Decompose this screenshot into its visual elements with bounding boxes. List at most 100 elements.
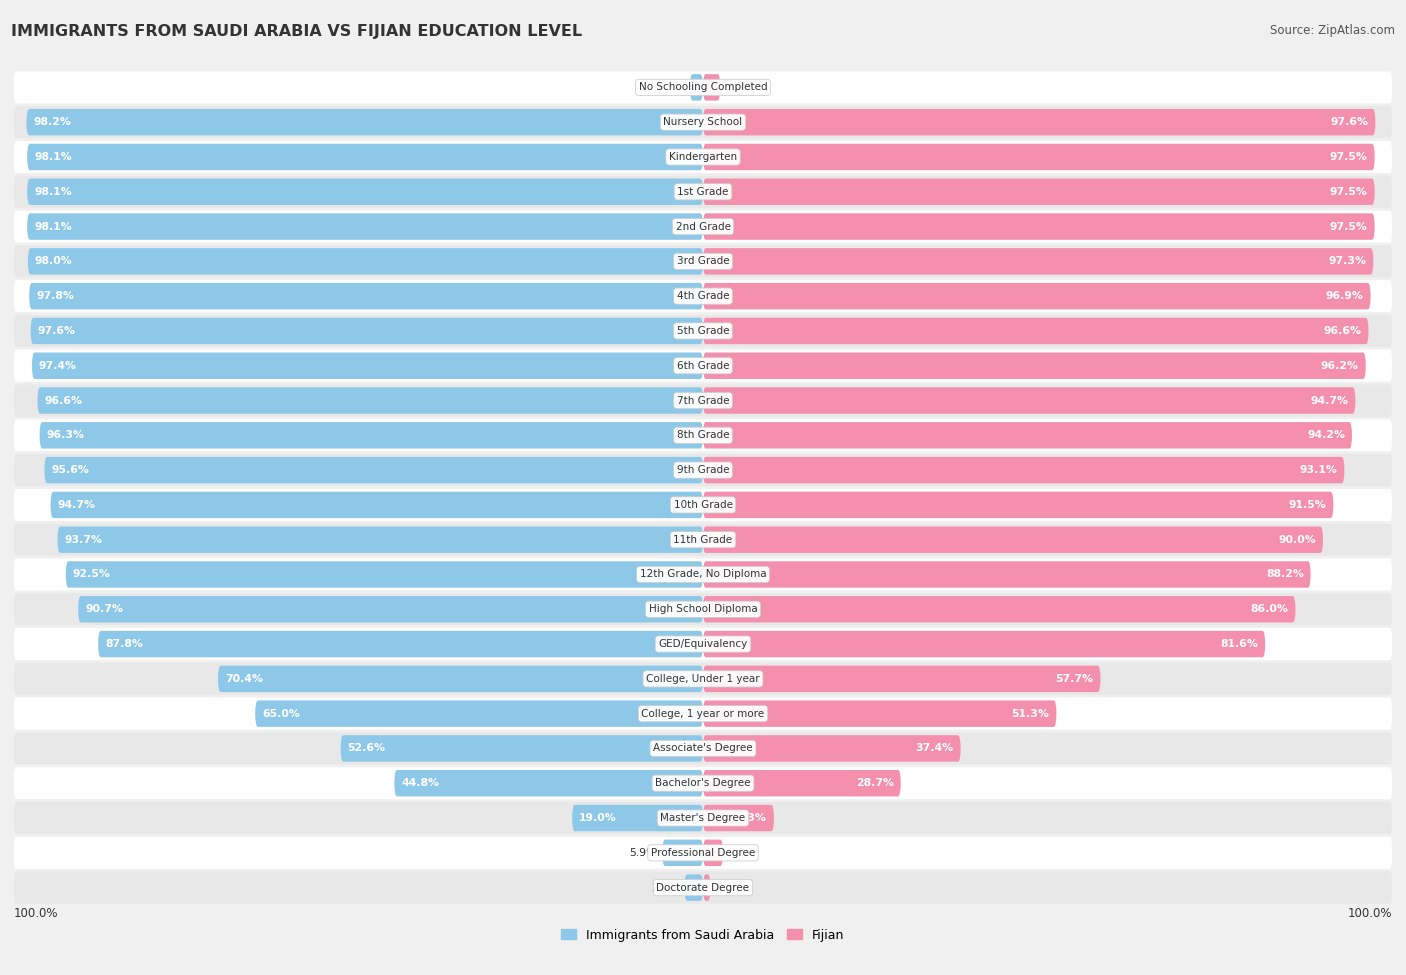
Text: 94.2%: 94.2% — [1308, 430, 1346, 441]
FancyBboxPatch shape — [14, 141, 1392, 173]
FancyBboxPatch shape — [14, 593, 1392, 625]
Text: 93.1%: 93.1% — [1299, 465, 1337, 475]
Text: 44.8%: 44.8% — [401, 778, 439, 788]
FancyBboxPatch shape — [98, 631, 703, 657]
FancyBboxPatch shape — [45, 457, 703, 484]
Text: 94.7%: 94.7% — [1310, 396, 1348, 406]
FancyBboxPatch shape — [14, 663, 1392, 695]
FancyBboxPatch shape — [218, 666, 703, 692]
Text: 97.3%: 97.3% — [1329, 256, 1367, 266]
Text: 92.5%: 92.5% — [73, 569, 111, 579]
FancyBboxPatch shape — [14, 246, 1392, 277]
Text: Source: ZipAtlas.com: Source: ZipAtlas.com — [1270, 24, 1395, 37]
Text: No Schooling Completed: No Schooling Completed — [638, 82, 768, 93]
FancyBboxPatch shape — [703, 353, 1365, 379]
Text: 96.6%: 96.6% — [1323, 326, 1361, 336]
FancyBboxPatch shape — [14, 488, 1392, 521]
Legend: Immigrants from Saudi Arabia, Fijian: Immigrants from Saudi Arabia, Fijian — [557, 923, 849, 947]
FancyBboxPatch shape — [27, 178, 703, 205]
Text: 1.1%: 1.1% — [716, 882, 744, 893]
Text: Doctorate Degree: Doctorate Degree — [657, 882, 749, 893]
Text: 96.3%: 96.3% — [46, 430, 84, 441]
Text: 65.0%: 65.0% — [262, 709, 299, 719]
FancyBboxPatch shape — [703, 422, 1353, 449]
Text: 2.9%: 2.9% — [728, 848, 756, 858]
Text: 4th Grade: 4th Grade — [676, 292, 730, 301]
Text: 3rd Grade: 3rd Grade — [676, 256, 730, 266]
Text: Nursery School: Nursery School — [664, 117, 742, 127]
FancyBboxPatch shape — [66, 562, 703, 588]
Text: 94.7%: 94.7% — [58, 500, 96, 510]
Text: 37.4%: 37.4% — [915, 744, 953, 754]
FancyBboxPatch shape — [703, 526, 1323, 553]
Text: Master's Degree: Master's Degree — [661, 813, 745, 823]
FancyBboxPatch shape — [662, 839, 703, 866]
FancyBboxPatch shape — [14, 176, 1392, 208]
FancyBboxPatch shape — [14, 732, 1392, 764]
Text: 98.1%: 98.1% — [34, 221, 72, 231]
FancyBboxPatch shape — [703, 143, 1375, 171]
FancyBboxPatch shape — [14, 454, 1392, 487]
Text: College, 1 year or more: College, 1 year or more — [641, 709, 765, 719]
FancyBboxPatch shape — [14, 559, 1392, 591]
FancyBboxPatch shape — [14, 106, 1392, 138]
FancyBboxPatch shape — [572, 804, 703, 832]
FancyBboxPatch shape — [703, 109, 1375, 136]
FancyBboxPatch shape — [14, 767, 1392, 800]
Text: 98.1%: 98.1% — [34, 152, 72, 162]
Text: 2.7%: 2.7% — [651, 882, 679, 893]
FancyBboxPatch shape — [30, 283, 703, 309]
FancyBboxPatch shape — [703, 74, 720, 100]
Text: 51.3%: 51.3% — [1012, 709, 1049, 719]
Text: 100.0%: 100.0% — [14, 907, 59, 919]
Text: 57.7%: 57.7% — [1056, 674, 1094, 683]
FancyBboxPatch shape — [703, 457, 1344, 484]
Text: 98.2%: 98.2% — [34, 117, 72, 127]
Text: 97.8%: 97.8% — [37, 292, 75, 301]
Text: 97.6%: 97.6% — [38, 326, 76, 336]
Text: High School Diploma: High School Diploma — [648, 604, 758, 614]
Text: 96.2%: 96.2% — [1320, 361, 1358, 370]
Text: 97.4%: 97.4% — [39, 361, 77, 370]
Text: 2nd Grade: 2nd Grade — [675, 221, 731, 231]
FancyBboxPatch shape — [14, 71, 1392, 103]
Text: GED/Equivalency: GED/Equivalency — [658, 639, 748, 649]
Text: 97.6%: 97.6% — [1330, 117, 1368, 127]
FancyBboxPatch shape — [394, 770, 703, 797]
Text: 12th Grade, No Diploma: 12th Grade, No Diploma — [640, 569, 766, 579]
Text: 6th Grade: 6th Grade — [676, 361, 730, 370]
Text: 96.6%: 96.6% — [45, 396, 83, 406]
Text: 88.2%: 88.2% — [1265, 569, 1303, 579]
Text: 97.5%: 97.5% — [1330, 187, 1368, 197]
FancyBboxPatch shape — [38, 387, 703, 413]
FancyBboxPatch shape — [703, 666, 1101, 692]
Text: Associate's Degree: Associate's Degree — [654, 744, 752, 754]
Text: IMMIGRANTS FROM SAUDI ARABIA VS FIJIAN EDUCATION LEVEL: IMMIGRANTS FROM SAUDI ARABIA VS FIJIAN E… — [11, 24, 582, 39]
Text: Professional Degree: Professional Degree — [651, 848, 755, 858]
Text: 87.8%: 87.8% — [105, 639, 143, 649]
Text: 81.6%: 81.6% — [1220, 639, 1258, 649]
Text: 86.0%: 86.0% — [1251, 604, 1289, 614]
Text: 90.7%: 90.7% — [84, 604, 122, 614]
Text: 90.0%: 90.0% — [1278, 534, 1316, 545]
Text: 10.3%: 10.3% — [730, 813, 768, 823]
Text: 7th Grade: 7th Grade — [676, 396, 730, 406]
FancyBboxPatch shape — [14, 628, 1392, 660]
FancyBboxPatch shape — [703, 839, 723, 866]
FancyBboxPatch shape — [703, 596, 1295, 622]
Text: 5.9%: 5.9% — [630, 848, 657, 858]
FancyBboxPatch shape — [14, 384, 1392, 416]
Text: 9th Grade: 9th Grade — [676, 465, 730, 475]
FancyBboxPatch shape — [58, 526, 703, 553]
Text: 70.4%: 70.4% — [225, 674, 263, 683]
FancyBboxPatch shape — [14, 315, 1392, 347]
FancyBboxPatch shape — [51, 491, 703, 518]
FancyBboxPatch shape — [703, 804, 773, 832]
FancyBboxPatch shape — [27, 143, 703, 171]
FancyBboxPatch shape — [685, 875, 703, 901]
Text: 5th Grade: 5th Grade — [676, 326, 730, 336]
FancyBboxPatch shape — [32, 353, 703, 379]
FancyBboxPatch shape — [14, 419, 1392, 451]
Text: 2.5%: 2.5% — [725, 82, 754, 93]
Text: 97.5%: 97.5% — [1330, 221, 1368, 231]
